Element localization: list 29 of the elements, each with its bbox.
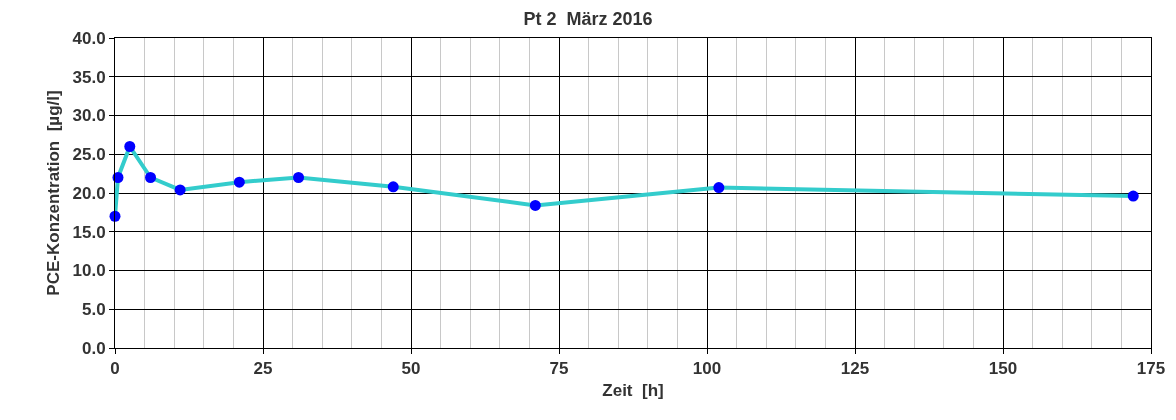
point	[233, 176, 245, 188]
point	[124, 141, 136, 152]
x-tick-label: 125	[840, 359, 870, 379]
x-tick-label: 150	[988, 359, 1018, 379]
x-tick-label: 175	[1136, 359, 1166, 379]
point	[713, 182, 725, 194]
point	[529, 199, 541, 211]
y-tick-label: 40.0	[72, 28, 106, 48]
point	[387, 181, 399, 193]
chart-title: Pt 2 März 2016	[523, 9, 653, 30]
point	[293, 172, 305, 183]
point	[174, 184, 186, 196]
x-tick-label: 100	[692, 359, 722, 379]
y-tick-label: 5.0	[81, 300, 106, 320]
y-axis-title: PCE-Konzentration [µg/l]	[44, 90, 64, 296]
x-tick-label: 25	[253, 359, 273, 379]
y-tick-label: 10.0	[72, 261, 106, 281]
point	[1127, 190, 1139, 202]
y-tick-label: 30.0	[72, 106, 106, 126]
x-tick-label: 50	[401, 359, 421, 379]
x-tick-label: 75	[549, 359, 569, 379]
y-tick-label: 0.0	[81, 338, 106, 358]
x-axis-title: Zeit [h]	[602, 380, 664, 400]
point	[145, 172, 157, 183]
y-tick-label: 20.0	[72, 183, 106, 203]
y-tick-label: 25.0	[72, 145, 106, 165]
y-tick-label: 15.0	[72, 222, 106, 242]
x-tick-label: 0	[110, 359, 120, 379]
y-tick-label: 35.0	[72, 67, 106, 87]
